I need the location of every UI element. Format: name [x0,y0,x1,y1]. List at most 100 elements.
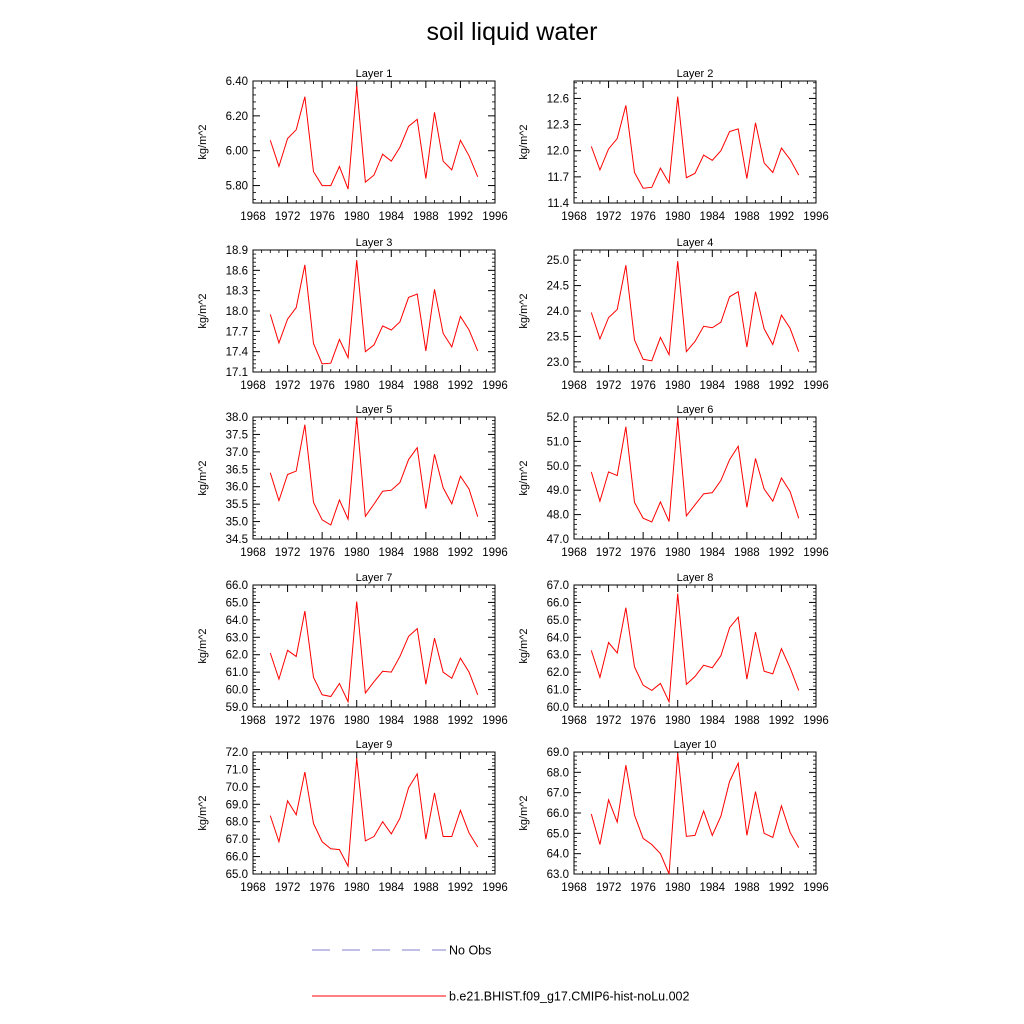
x-tick-label: 1976 [309,380,335,392]
figure-title: soil liquid water [427,18,598,46]
x-tick-label: 1992 [448,380,474,392]
y-tick-label: 49.0 [547,485,569,497]
y-tick-label: 64.0 [226,615,248,627]
y-tick-label: 63.0 [547,869,569,881]
x-tick-label: 1996 [803,211,829,223]
y-axis-label: kg/m^2 [197,795,209,830]
x-tick-label: 1968 [240,882,266,894]
x-tick-label: 1980 [665,211,691,223]
x-tick-label: 1976 [309,882,335,894]
y-tick-label: 6.40 [226,76,248,88]
y-tick-label: 18.6 [226,265,248,277]
y-tick-label: 65.0 [226,869,248,881]
x-tick-label: 1980 [665,547,691,559]
x-tick-label: 1988 [413,882,439,894]
panel-title: Layer 7 [356,572,393,584]
x-tick-label: 1988 [734,715,760,727]
y-tick-label: 67.0 [547,580,569,592]
y-axis-label: kg/m^2 [518,124,530,159]
y-tick-label: 37.0 [226,447,248,459]
x-tick-label: 1980 [665,380,691,392]
series-line [269,601,479,704]
x-tick-label: 1972 [596,380,622,392]
x-tick-label: 1984 [699,380,725,392]
y-tick-label: 17.1 [226,367,248,379]
y-tick-label: 60.0 [547,702,569,714]
series-line [590,418,800,523]
x-tick-label: 1972 [596,211,622,223]
panel-title: Layer 4 [677,237,714,249]
panel-title: Layer 6 [677,404,714,416]
y-tick-label: 18.3 [226,286,248,298]
plot-frame [252,80,496,204]
y-axis-label: kg/m^2 [197,293,209,328]
x-tick-label: 1968 [240,211,266,223]
x-tick-label: 1992 [448,715,474,727]
y-tick-label: 60.0 [226,685,248,697]
x-tick-label: 1992 [769,547,795,559]
y-axis-label: kg/m^2 [197,628,209,663]
x-tick-label: 1988 [734,211,760,223]
panel-layer-2: Layer 2 kg/m^2 1968 1972 1976 1980 1984 1988 199… [518,68,829,223]
y-tick-label: 62.0 [547,667,569,679]
x-tick-label: 1972 [275,211,301,223]
x-tick-label: 1968 [561,380,587,392]
x-tick-label: 1996 [482,211,508,223]
panel-title: Layer 5 [356,404,393,416]
y-tick-label: 69.0 [226,799,248,811]
y-tick-label: 25.0 [547,255,569,267]
x-tick-label: 1976 [630,882,656,894]
x-tick-label: 1992 [769,380,795,392]
x-tick-label: 1996 [482,882,508,894]
x-tick-label: 1992 [448,882,474,894]
panel-title: Layer 2 [677,68,714,80]
series-line [590,96,800,189]
y-tick-label: 69.0 [547,747,569,759]
x-tick-label: 1984 [378,547,404,559]
y-axis-label: kg/m^2 [518,795,530,830]
x-tick-label: 1972 [275,547,301,559]
y-tick-label: 24.0 [547,306,569,318]
y-tick-label: 63.0 [226,632,248,644]
y-tick-label: 6.20 [226,111,248,123]
x-tick-label: 1996 [482,715,508,727]
x-tick-label: 1972 [275,882,301,894]
plot-frame [252,584,496,708]
x-tick-label: 1988 [413,715,439,727]
y-tick-label: 52.0 [547,412,569,424]
x-tick-label: 1976 [309,211,335,223]
series-line [590,752,800,875]
series-line [269,758,479,868]
y-tick-label: 5.80 [226,181,248,193]
x-tick-label: 1984 [699,882,725,894]
y-tick-label: 34.5 [226,534,248,546]
x-tick-label: 1980 [665,882,691,894]
panel-title: Layer 3 [356,237,393,249]
plot-frame [573,80,817,204]
y-tick-label: 65.0 [226,597,248,609]
y-tick-label: 12.0 [547,146,569,158]
x-tick-label: 1968 [561,882,587,894]
x-tick-label: 1996 [803,547,829,559]
y-axis-label: kg/m^2 [518,460,530,495]
x-tick-label: 1968 [561,547,587,559]
legend-obs-label: No Obs [449,944,491,958]
y-tick-label: 71.0 [226,764,248,776]
panel-layer-6: Layer 6 kg/m^2 1968 1972 1976 1980 1984 1988 199… [518,404,829,559]
series-line [590,593,800,704]
x-tick-label: 1980 [344,547,370,559]
y-tick-label: 62.0 [226,650,248,662]
x-tick-label: 1976 [309,547,335,559]
panels: Layer 1 kg/m^2 1968 1972 1976 1980 1984 1988 199… [197,68,829,894]
y-axis-label: kg/m^2 [197,124,209,159]
x-tick-label: 1968 [240,715,266,727]
series-line [269,86,479,190]
y-tick-label: 36.0 [226,482,248,494]
panel-layer-10: Layer 10 kg/m^2 1968 1972 1976 1980 1984 1988 19… [518,739,829,894]
y-tick-label: 23.5 [547,331,569,343]
y-tick-label: 12.3 [547,120,569,132]
series-line [269,416,479,526]
x-tick-label: 1976 [630,380,656,392]
x-tick-label: 1988 [734,547,760,559]
x-tick-label: 1988 [734,380,760,392]
